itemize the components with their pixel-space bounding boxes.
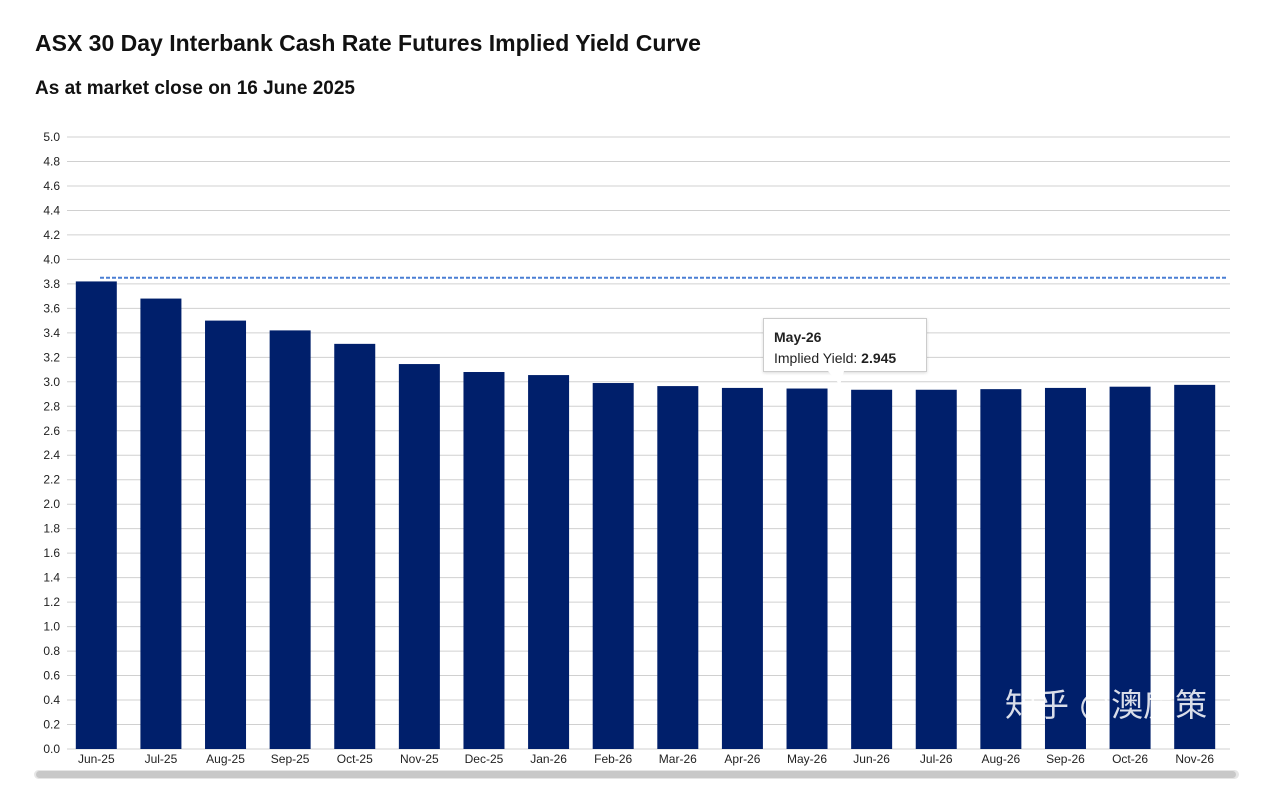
- x-tick-label: Jun-25: [78, 752, 115, 766]
- x-tick-label: Aug-25: [206, 752, 245, 766]
- x-tick-label: Nov-25: [400, 752, 439, 766]
- bar[interactable]: [334, 343, 376, 749]
- bar[interactable]: [915, 389, 957, 749]
- x-tick-label: Apr-26: [724, 752, 760, 766]
- y-tick-label: 0.6: [43, 669, 60, 683]
- y-tick-label: 1.4: [43, 571, 60, 585]
- tooltip-value: 2.945: [861, 350, 897, 366]
- bar[interactable]: [786, 388, 828, 749]
- bar[interactable]: [1109, 386, 1151, 749]
- bar[interactable]: [1174, 384, 1216, 749]
- bar[interactable]: [1044, 387, 1086, 749]
- y-tick-label: 4.0: [43, 252, 60, 266]
- x-tick-label: Oct-26: [1112, 752, 1148, 766]
- x-tick-label: Mar-26: [659, 752, 697, 766]
- y-tick-label: 0.0: [43, 742, 60, 756]
- y-tick-label: 2.8: [43, 399, 60, 413]
- x-tick-label: Sep-25: [271, 752, 310, 766]
- bar[interactable]: [528, 375, 570, 749]
- x-tick-label: Feb-26: [594, 752, 632, 766]
- horizontal-scrollbar[interactable]: [34, 770, 1239, 779]
- y-tick-label: 1.2: [43, 595, 60, 609]
- x-tick-label: Oct-25: [337, 752, 373, 766]
- tooltip-pointer: [828, 371, 844, 385]
- bar[interactable]: [592, 383, 634, 749]
- y-tick-label: 0.4: [43, 693, 60, 707]
- tooltip-label: Implied Yield:: [774, 350, 858, 366]
- y-tick-label: 1.0: [43, 620, 60, 634]
- bar[interactable]: [75, 281, 117, 749]
- y-tick-label: 4.8: [43, 154, 60, 168]
- y-tick-label: 4.2: [43, 228, 60, 242]
- y-tick-label: 3.6: [43, 301, 60, 315]
- y-tick-label: 3.2: [43, 350, 60, 364]
- y-tick-label: 0.2: [43, 718, 60, 732]
- bar[interactable]: [657, 386, 699, 749]
- bar[interactable]: [398, 364, 440, 749]
- x-tick-label: Sep-26: [1046, 752, 1085, 766]
- bar[interactable]: [463, 372, 505, 749]
- y-tick-label: 0.8: [43, 644, 60, 658]
- bar[interactable]: [980, 389, 1022, 749]
- bar[interactable]: [269, 330, 311, 749]
- y-tick-label: 2.2: [43, 473, 60, 487]
- y-tick-label: 2.6: [43, 424, 60, 438]
- y-tick-label: 3.0: [43, 375, 60, 389]
- y-tick-label: 1.8: [43, 522, 60, 536]
- bar[interactable]: [140, 298, 182, 749]
- x-tick-label: Jul-25: [145, 752, 178, 766]
- y-tick-label: 2.4: [43, 448, 60, 462]
- bar[interactable]: [205, 320, 247, 749]
- y-tick-label: 1.6: [43, 546, 60, 560]
- tooltip: May-26 Implied Yield: 2.945: [763, 318, 927, 372]
- x-tick-label: Nov-26: [1175, 752, 1214, 766]
- x-tick-label: Jun-26: [853, 752, 890, 766]
- scrollbar-thumb[interactable]: [36, 771, 1236, 778]
- chart-subtitle: As at market close on 16 June 2025: [35, 78, 355, 99]
- watermark: 知乎 @澳房策: [1005, 686, 1208, 724]
- chart-title: ASX 30 Day Interbank Cash Rate Futures I…: [35, 30, 701, 56]
- y-tick-label: 4.4: [43, 203, 60, 217]
- y-tick-label: 3.4: [43, 326, 60, 340]
- bar[interactable]: [721, 387, 763, 749]
- x-tick-label: Dec-25: [465, 752, 504, 766]
- y-tick-label: 2.0: [43, 497, 60, 511]
- bar[interactable]: [851, 389, 893, 749]
- tooltip-category: May-26: [774, 329, 822, 345]
- y-tick-label: 3.8: [43, 277, 60, 291]
- x-tick-label: May-26: [787, 752, 827, 766]
- x-tick-label: Aug-26: [982, 752, 1021, 766]
- x-tick-label: Jan-26: [530, 752, 567, 766]
- y-tick-label: 4.6: [43, 179, 60, 193]
- y-tick-label: 5.0: [43, 130, 60, 144]
- x-tick-label: Jul-26: [920, 752, 953, 766]
